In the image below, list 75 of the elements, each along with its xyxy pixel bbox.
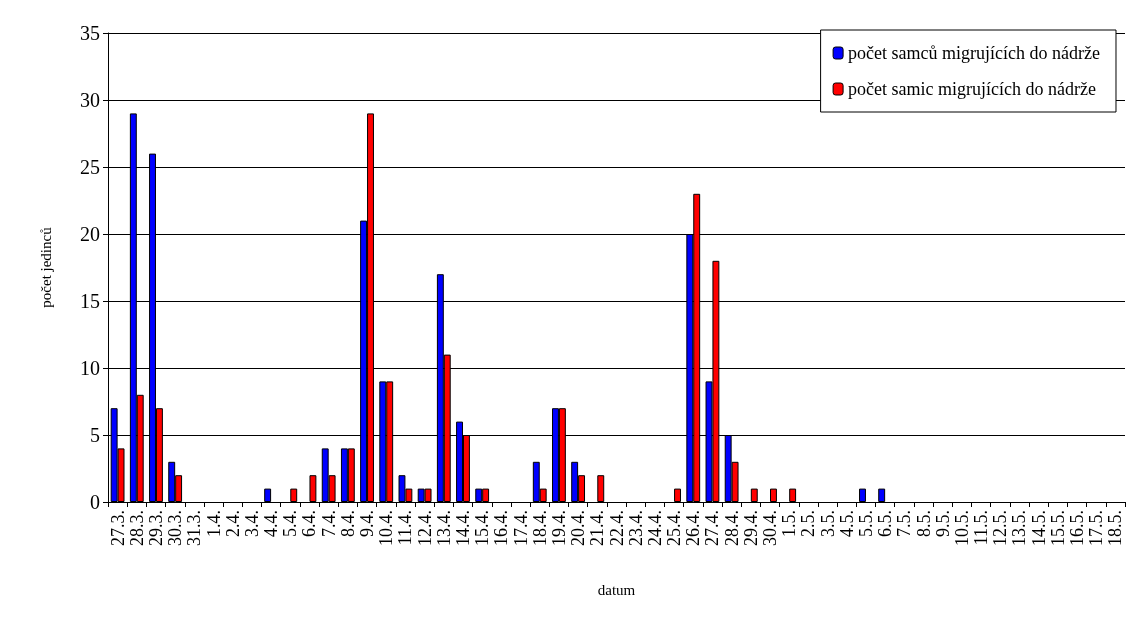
x-tick-label: 1.5.: [779, 510, 800, 537]
bar: [597, 475, 605, 502]
bar: [770, 488, 777, 502]
x-tick-label: 27.4.: [702, 510, 723, 546]
bar: [750, 488, 758, 502]
bar: [264, 488, 272, 502]
x-tick-label: 12.4.: [414, 510, 435, 546]
x-tick-label: 5.5.: [855, 510, 876, 537]
y-tick-label: 10: [80, 357, 100, 379]
x-tick-label: 27.3.: [107, 510, 128, 546]
x-tick-label: 5.4.: [280, 510, 301, 537]
x-tick-label: 10.5.: [951, 510, 972, 546]
x-tick-label: 14.4.: [452, 510, 473, 546]
legend-label: počet samců migrujících do nádrže: [848, 43, 1101, 63]
x-tick-label: 24.4.: [644, 510, 665, 546]
bar: [290, 488, 298, 502]
x-tick-label: 6.4.: [299, 510, 320, 537]
x-tick-label: 29.3.: [145, 510, 166, 546]
x-tick-label: 7.5.: [894, 510, 915, 537]
x-tick-label: 18.5.: [1105, 510, 1126, 546]
x-tick-label: 18.4.: [529, 510, 550, 546]
bar: [309, 475, 317, 502]
legend-label: počet samic migrujících do nádrže: [848, 79, 1097, 99]
x-tick-label: 15.4.: [472, 510, 493, 546]
y-tick-label: 5: [90, 424, 100, 446]
x-tick-label: 8.4.: [337, 510, 358, 537]
x-tick-label: 9.5.: [932, 510, 953, 537]
x-tick-label: 3.5.: [817, 510, 838, 537]
x-tick-label: 11.5.: [971, 510, 992, 546]
x-tick-label: 9.4.: [357, 510, 378, 537]
x-tick-label: 4.4.: [261, 510, 282, 537]
x-tick-label: 4.5.: [836, 510, 857, 537]
y-axis-title: počet jedinců: [37, 226, 54, 308]
x-tick-label: 26.4.: [683, 510, 704, 546]
x-tick-label: 12.5.: [990, 510, 1011, 546]
x-tick-label: 28.4.: [721, 510, 742, 546]
y-tick-label: 0: [90, 491, 100, 513]
x-tick-label: 17.5.: [1086, 510, 1107, 546]
x-tick-label: 23.4.: [625, 510, 646, 546]
x-tick-label: 16.5.: [1067, 510, 1088, 546]
x-tick-label: 7.4.: [318, 510, 339, 537]
bar: [789, 488, 797, 502]
y-tick-label: 20: [80, 223, 100, 245]
x-tick-label: 21.4.: [587, 510, 608, 546]
x-tick-label: 6.5.: [875, 510, 896, 537]
x-tick-label: 28.3.: [126, 510, 147, 546]
x-tick-label: 11.4.: [395, 510, 416, 546]
x-tick-label: 15.5.: [1047, 510, 1068, 546]
x-tick-label: 3.4.: [241, 510, 262, 537]
x-tick-label: 19.4.: [548, 510, 569, 546]
y-tick-label: 15: [80, 290, 100, 312]
x-tick-label: 29.4.: [740, 510, 761, 546]
bar: [674, 488, 681, 502]
x-tick-label: 16.4.: [491, 510, 512, 546]
x-tick-label: 17.4.: [510, 510, 531, 546]
x-tick-label: 14.5.: [1028, 510, 1049, 546]
x-tick-label: 30.4.: [760, 510, 781, 546]
x-tick-label: 25.4.: [664, 510, 685, 546]
y-tick-label: 35: [80, 22, 100, 44]
y-tick-label: 25: [80, 156, 100, 178]
x-tick-label: 30.3.: [165, 510, 186, 546]
x-tick-label: 10.4.: [376, 510, 397, 546]
x-tick-label: 1.4.: [203, 510, 224, 537]
x-tick-label: 13.4.: [433, 510, 454, 546]
x-tick-label: 2.4.: [222, 510, 243, 537]
x-tick-label: 13.5.: [1009, 510, 1030, 546]
bar: [859, 488, 866, 502]
y-tick-label: 30: [80, 89, 100, 111]
x-tick-label: 31.3.: [184, 510, 205, 546]
bar: [878, 488, 886, 502]
x-tick-label: 20.4.: [568, 510, 589, 546]
x-tick-label: 2.5.: [798, 510, 819, 537]
x-tick-label: 8.5.: [913, 510, 934, 537]
x-tick-label: 22.4.: [606, 510, 627, 546]
x-axis-title: datum: [597, 581, 636, 598]
